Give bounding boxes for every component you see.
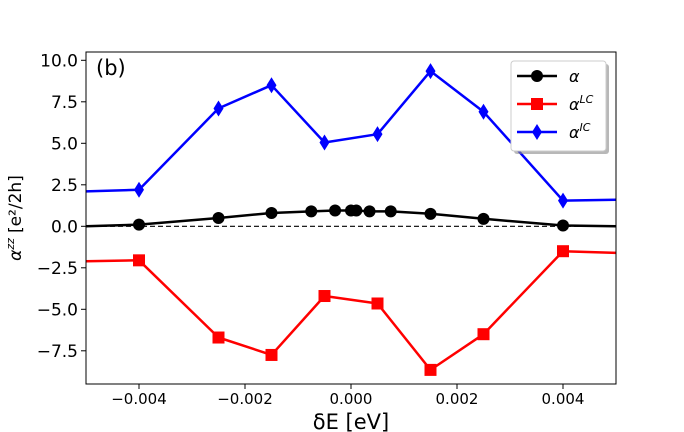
data-point-alpha-ic: [134, 181, 144, 198]
legend-marker: [531, 98, 543, 110]
data-point-alpha: [212, 212, 225, 224]
x-axis-label: δE [eV]: [313, 410, 389, 432]
data-point-alpha: [363, 205, 376, 218]
x-tick-label: −0.002: [217, 390, 273, 408]
data-point-alpha: [265, 207, 278, 220]
x-tick-label: 0.000: [330, 390, 373, 408]
data-point-alpha-lc: [212, 331, 225, 344]
legend-label: αLC: [569, 93, 594, 114]
series-line-alpha-lc: [86, 249, 616, 372]
data-point-alpha-lc: [557, 245, 569, 258]
legend-marker: [531, 70, 543, 82]
data-point-alpha: [305, 205, 318, 218]
data-point-alpha: [329, 204, 342, 217]
y-axis-label: αzz [e²/2h]: [4, 175, 26, 261]
data-point-alpha: [350, 204, 363, 217]
legend-marker: [532, 124, 542, 140]
panel-label: (b): [96, 56, 126, 80]
y-tick-label: 10.0: [40, 51, 78, 71]
data-point-alpha: [557, 219, 569, 232]
data-point-alpha-lc: [424, 363, 437, 376]
y-tick-label: 0.0: [51, 217, 78, 237]
legend-item-alpha-lc: αLC: [517, 93, 594, 114]
y-axis-label-unit: [e²/2h]: [6, 175, 26, 233]
y-tick-label: −7.5: [37, 342, 78, 362]
x-tick-label: 0.002: [436, 390, 479, 408]
legend-label: αIC: [569, 121, 591, 142]
series-line-alpha-ic: [86, 69, 616, 202]
data-point-alpha-ic: [478, 103, 489, 120]
data-point-alpha-lc: [371, 297, 384, 310]
data-point-alpha-lc: [477, 328, 490, 341]
data-point-alpha: [384, 205, 397, 218]
y-tick-label: 2.5: [51, 176, 78, 196]
y-axis-label-main: α: [6, 250, 26, 261]
data-point-alpha-ic: [558, 192, 568, 209]
data-point-alpha-lc: [318, 290, 331, 303]
y-tick-label: 5.0: [51, 134, 78, 154]
data-point-alpha-lc: [133, 254, 145, 267]
data-point-alpha-ic: [425, 63, 436, 80]
data-point-alpha-ic: [213, 100, 224, 117]
legend-item-alpha-ic: αIC: [517, 121, 591, 142]
legend-item-alpha: α: [517, 67, 580, 86]
data-point-alpha-lc: [265, 348, 278, 361]
x-tick-label: 0.004: [542, 390, 585, 408]
data-point-alpha: [424, 207, 437, 220]
y-axis-label-super: zz: [4, 238, 17, 251]
data-point-alpha-ic: [266, 77, 277, 94]
y-tick-label: −2.5: [37, 259, 78, 279]
data-point-alpha: [133, 218, 145, 231]
x-tick-label: −0.004: [111, 390, 167, 408]
data-point-alpha-ic: [372, 126, 383, 143]
data-point-alpha-ic: [319, 134, 330, 151]
y-tick-label: 7.5: [51, 93, 78, 113]
y-tick-label: −5.0: [37, 300, 78, 320]
legend: α αLC αIC: [510, 60, 609, 154]
data-point-alpha: [477, 212, 490, 225]
legend-box: [510, 60, 607, 152]
legend-label: α: [569, 67, 580, 86]
